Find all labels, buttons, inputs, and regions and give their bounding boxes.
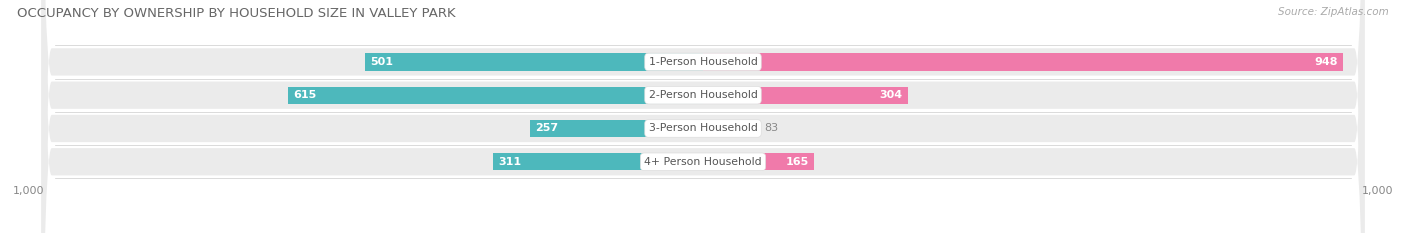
Bar	[703, 53, 1343, 71]
Bar	[530, 120, 703, 137]
Bar	[288, 86, 703, 104]
FancyBboxPatch shape	[42, 0, 1364, 233]
Bar	[703, 153, 814, 170]
Text: Source: ZipAtlas.com: Source: ZipAtlas.com	[1278, 7, 1389, 17]
Text: 311: 311	[499, 157, 522, 167]
Text: 165: 165	[786, 157, 808, 167]
Text: 83: 83	[765, 123, 779, 134]
Bar	[703, 120, 759, 137]
Bar	[366, 53, 703, 71]
Text: 948: 948	[1313, 57, 1337, 67]
Text: OCCUPANCY BY OWNERSHIP BY HOUSEHOLD SIZE IN VALLEY PARK: OCCUPANCY BY OWNERSHIP BY HOUSEHOLD SIZE…	[17, 7, 456, 20]
Text: 2-Person Household: 2-Person Household	[648, 90, 758, 100]
FancyBboxPatch shape	[42, 0, 1364, 233]
Bar	[494, 153, 703, 170]
Text: 4+ Person Household: 4+ Person Household	[644, 157, 762, 167]
Legend: Owner-occupied, Renter-occupied: Owner-occupied, Renter-occupied	[572, 230, 834, 233]
Text: 257: 257	[534, 123, 558, 134]
FancyBboxPatch shape	[42, 0, 1364, 233]
Text: 615: 615	[294, 90, 316, 100]
Bar	[703, 86, 908, 104]
Text: 1-Person Household: 1-Person Household	[648, 57, 758, 67]
Text: 304: 304	[880, 90, 903, 100]
Text: 3-Person Household: 3-Person Household	[648, 123, 758, 134]
Text: 501: 501	[370, 57, 394, 67]
FancyBboxPatch shape	[42, 0, 1364, 233]
